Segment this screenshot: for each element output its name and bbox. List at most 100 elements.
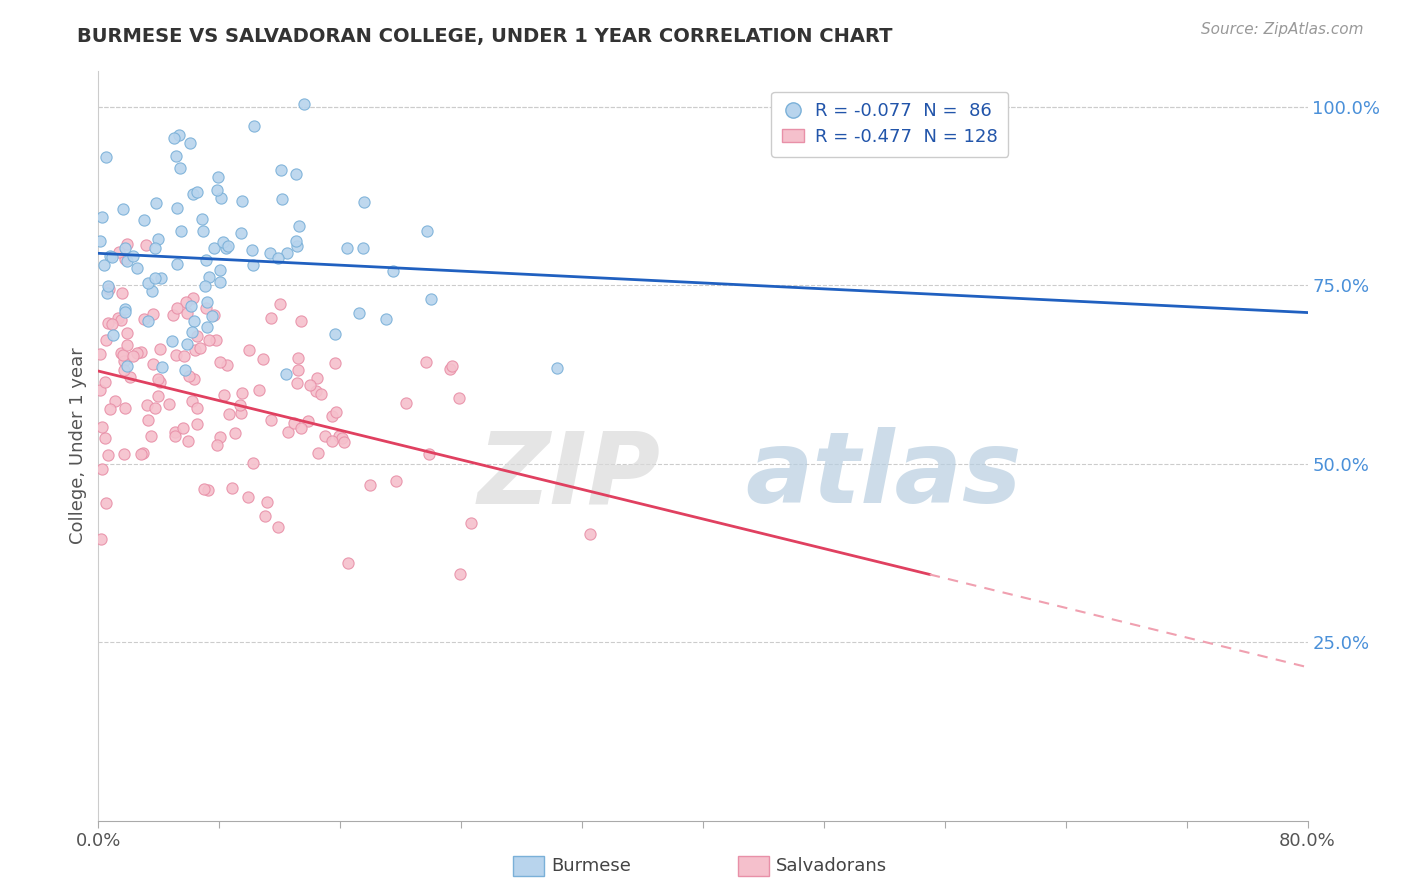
Point bbox=[179, 136, 201, 150]
Point bbox=[288, 219, 311, 233]
Point bbox=[96, 333, 118, 347]
Point bbox=[110, 346, 132, 360]
Point bbox=[325, 405, 347, 419]
Point bbox=[163, 131, 186, 145]
Point bbox=[101, 250, 124, 264]
Point bbox=[138, 276, 160, 290]
Point bbox=[94, 375, 117, 389]
Point bbox=[183, 314, 205, 328]
Point bbox=[420, 292, 443, 306]
Point bbox=[94, 496, 117, 510]
Point bbox=[180, 299, 202, 313]
Point bbox=[149, 375, 172, 389]
Point bbox=[307, 446, 329, 460]
Text: ZIP: ZIP bbox=[478, 427, 661, 524]
Point bbox=[96, 285, 118, 300]
Point bbox=[125, 260, 148, 275]
Point bbox=[148, 372, 170, 386]
Point bbox=[240, 243, 263, 257]
Point bbox=[145, 196, 167, 211]
Point bbox=[163, 425, 186, 440]
Point bbox=[132, 212, 155, 227]
Point bbox=[89, 234, 111, 248]
Point bbox=[180, 393, 202, 408]
Point bbox=[218, 408, 240, 422]
Point bbox=[285, 376, 308, 390]
Point bbox=[169, 161, 191, 176]
Point bbox=[166, 301, 188, 316]
Point bbox=[179, 369, 201, 384]
Point bbox=[186, 328, 208, 343]
Point bbox=[142, 357, 165, 371]
Point bbox=[336, 241, 359, 255]
Point bbox=[131, 446, 153, 460]
Point bbox=[440, 359, 463, 373]
Point bbox=[290, 420, 312, 434]
Point bbox=[139, 428, 162, 442]
Point bbox=[202, 309, 225, 323]
Point bbox=[143, 401, 166, 416]
Point bbox=[112, 348, 135, 362]
Y-axis label: College, Under 1 year: College, Under 1 year bbox=[69, 348, 87, 544]
Point bbox=[283, 417, 305, 431]
Point bbox=[135, 238, 157, 252]
Point bbox=[297, 414, 319, 428]
Point bbox=[181, 186, 204, 201]
Point bbox=[284, 234, 307, 248]
Point bbox=[287, 351, 309, 365]
Point bbox=[162, 308, 184, 322]
Text: Burmese: Burmese bbox=[551, 857, 631, 875]
Point bbox=[236, 490, 259, 504]
Point bbox=[112, 363, 135, 377]
Point bbox=[260, 412, 283, 426]
Point bbox=[129, 447, 152, 461]
Point bbox=[89, 383, 111, 397]
Text: atlas: atlas bbox=[745, 427, 1022, 524]
Point bbox=[96, 278, 118, 293]
Point bbox=[323, 356, 346, 370]
Point bbox=[336, 556, 359, 570]
Point bbox=[323, 327, 346, 342]
Point bbox=[229, 406, 252, 420]
Point bbox=[136, 413, 159, 427]
Point bbox=[231, 386, 253, 401]
Point bbox=[332, 434, 354, 449]
Point bbox=[205, 183, 228, 197]
Point bbox=[267, 520, 290, 534]
Point bbox=[247, 384, 270, 398]
Point bbox=[121, 349, 143, 363]
Point bbox=[209, 263, 232, 277]
Point bbox=[270, 163, 292, 178]
Point bbox=[328, 429, 350, 443]
Point bbox=[229, 226, 252, 240]
Point bbox=[449, 566, 471, 581]
Point bbox=[395, 396, 418, 410]
Point bbox=[89, 347, 111, 361]
Point bbox=[208, 430, 231, 444]
Point bbox=[91, 210, 114, 224]
Point bbox=[183, 291, 205, 305]
Point bbox=[197, 483, 219, 497]
Point bbox=[115, 253, 138, 268]
Point bbox=[269, 297, 291, 311]
Point bbox=[110, 312, 132, 326]
Point bbox=[224, 426, 246, 441]
Point bbox=[93, 431, 115, 445]
Point bbox=[143, 270, 166, 285]
Point bbox=[115, 326, 138, 340]
Point bbox=[231, 194, 253, 208]
Point bbox=[165, 348, 187, 362]
Point bbox=[276, 245, 298, 260]
Point bbox=[115, 359, 138, 374]
Point bbox=[242, 456, 264, 470]
Point bbox=[242, 258, 264, 272]
Point bbox=[259, 246, 281, 260]
Point bbox=[134, 312, 156, 326]
Point bbox=[194, 301, 217, 316]
Point bbox=[90, 420, 112, 434]
Point bbox=[149, 271, 172, 285]
Point bbox=[284, 167, 307, 181]
Point bbox=[108, 245, 131, 260]
Point bbox=[98, 283, 121, 297]
Point bbox=[118, 370, 141, 384]
